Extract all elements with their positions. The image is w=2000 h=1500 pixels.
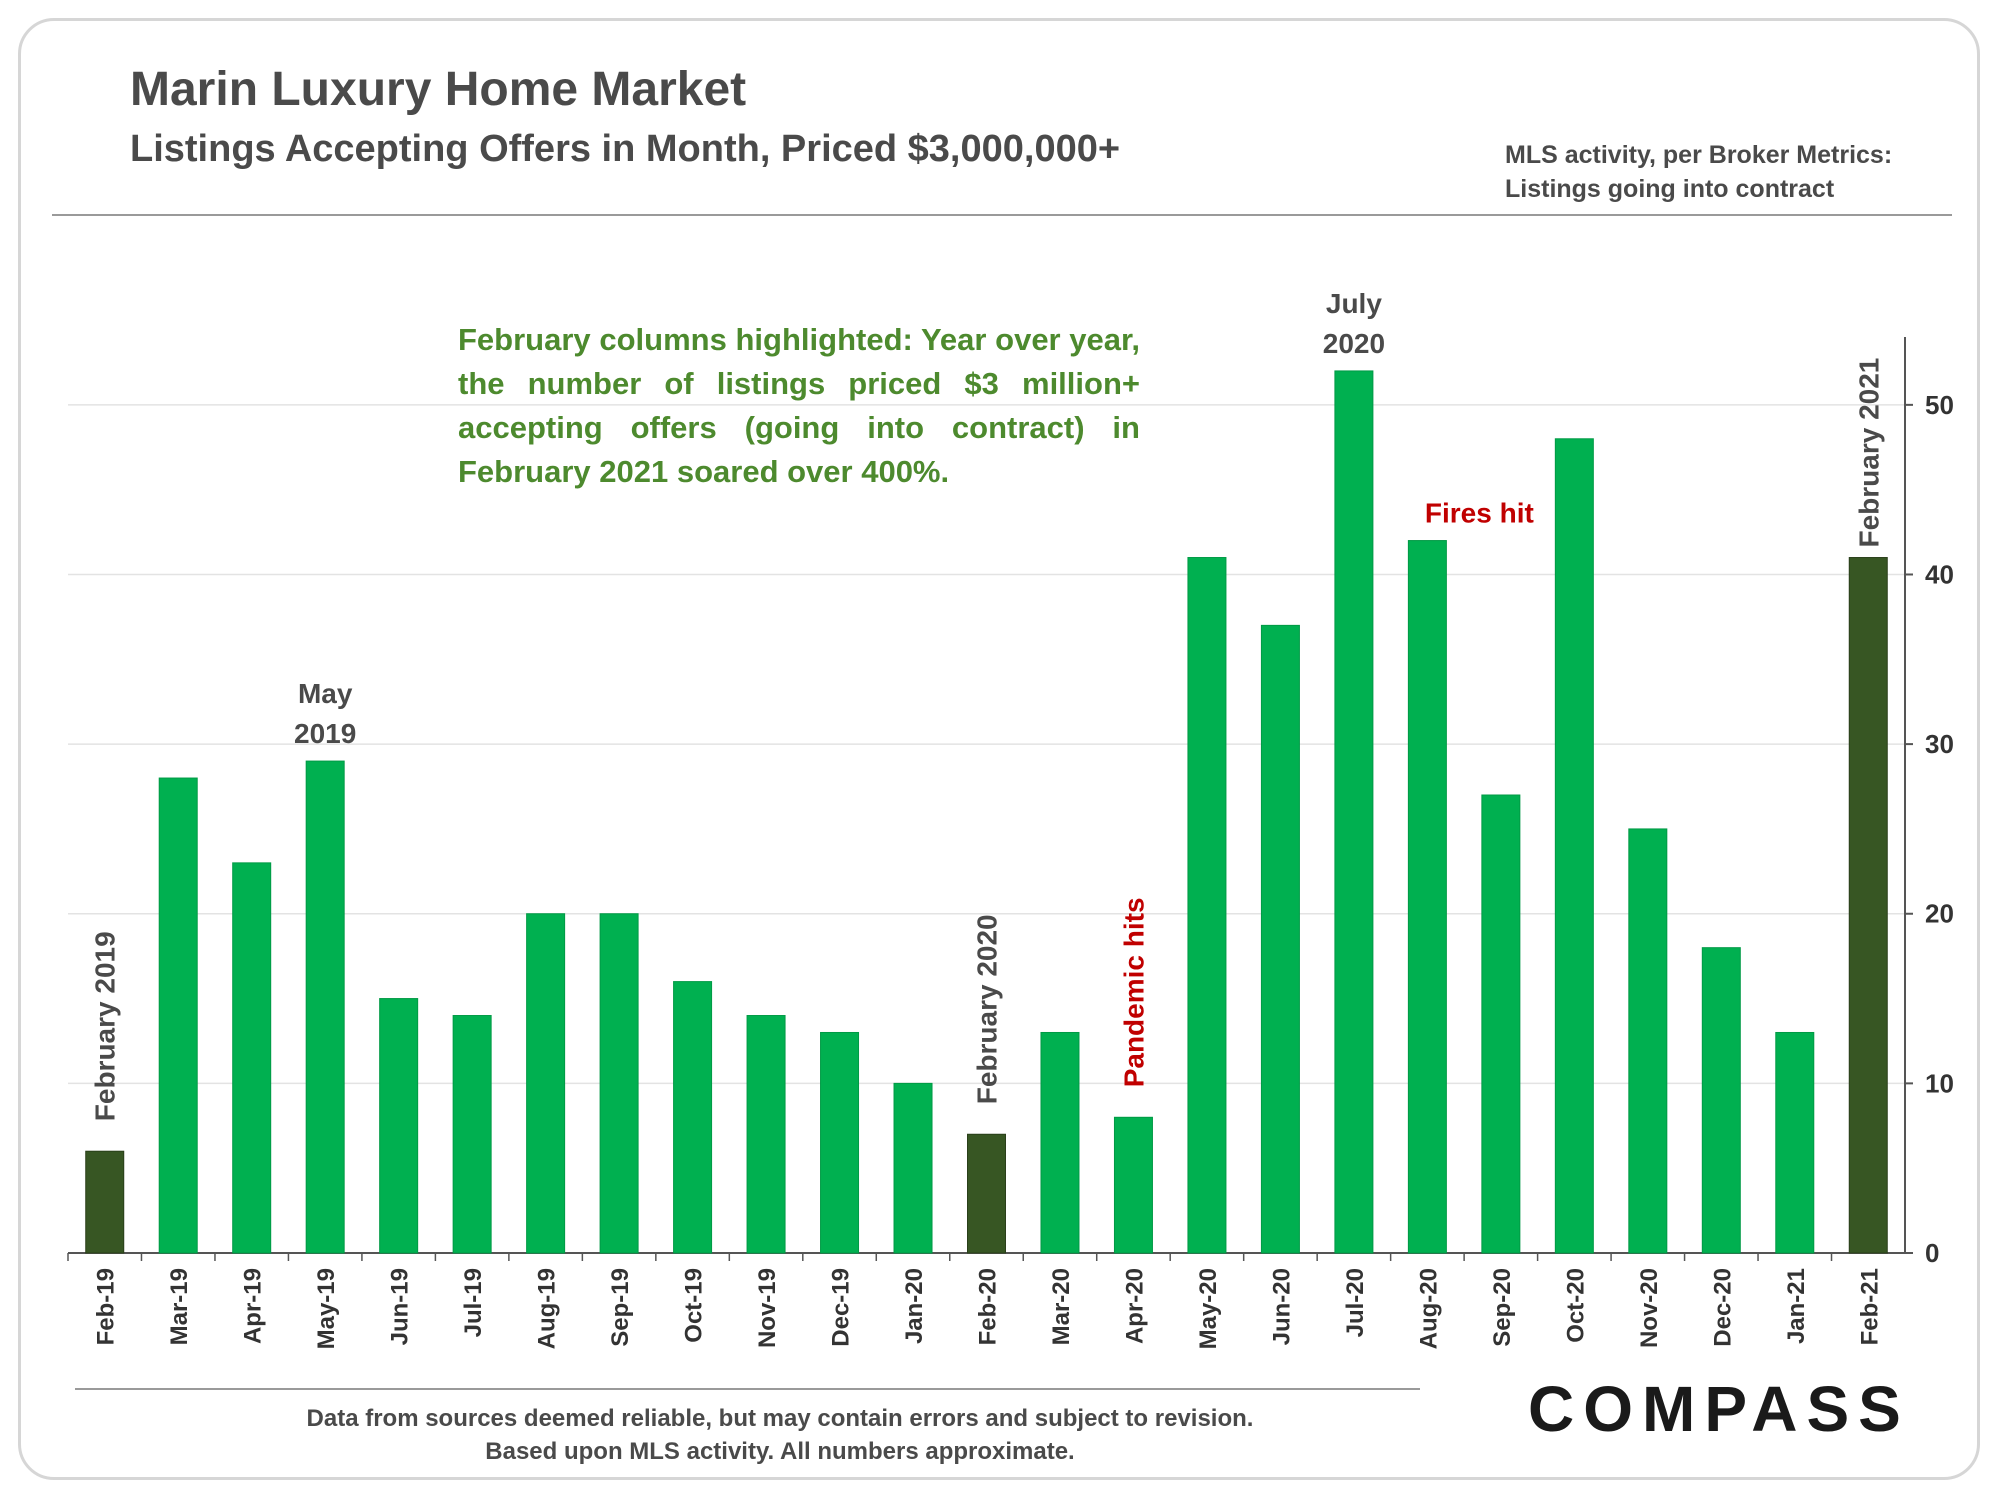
y-tick-label: 10 — [1925, 1068, 1954, 1098]
annotation-apr-20: Pandemic hits — [1118, 897, 1149, 1087]
chart-annotation-text: February columns highlighted: Year over … — [458, 322, 1140, 489]
x-tick-label: Jun-19 — [387, 1268, 414, 1345]
x-tick-label: Aug-20 — [1415, 1268, 1442, 1349]
bar-jun-19 — [379, 998, 419, 1254]
bar-jun-20 — [1260, 624, 1300, 1254]
chart-title: Marin Luxury Home Market — [130, 63, 747, 116]
source-note-line-1: MLS activity, per Broker Metrics: — [1505, 141, 1893, 169]
bar-feb-20 — [967, 1133, 1006, 1254]
x-tick-label: Mar-19 — [166, 1268, 193, 1345]
bar-aug-19 — [526, 913, 566, 1254]
x-tick-label: Jul-20 — [1342, 1268, 1369, 1337]
bar-jan-21 — [1775, 1031, 1815, 1254]
chart-subtitle: Listings Accepting Offers in Month, Pric… — [130, 128, 1121, 170]
bar-aug-20 — [1407, 540, 1447, 1254]
x-tick-label: Sep-20 — [1489, 1268, 1516, 1347]
x-tick-label: Feb-19 — [93, 1268, 120, 1345]
bar-dec-20 — [1701, 947, 1741, 1254]
bar-jul-20 — [1334, 370, 1374, 1254]
bar-dec-19 — [820, 1031, 860, 1254]
y-tick-label: 40 — [1925, 559, 1954, 589]
bar-sep-20 — [1481, 794, 1521, 1254]
footer-divider — [75, 1388, 1420, 1390]
annotation-may-19: May 2019 — [294, 678, 356, 749]
bar-oct-20 — [1554, 438, 1594, 1254]
footer-line-1: Data from sources deemed reliable, but m… — [306, 1405, 1254, 1432]
annotation-jul-20: July 2020 — [1323, 288, 1385, 359]
x-tick-label: Apr-20 — [1121, 1268, 1148, 1344]
annotation-feb-19: February 2019 — [90, 931, 121, 1121]
annotation-feb-20: February 2020 — [972, 914, 1003, 1104]
bar-jan-20 — [893, 1082, 933, 1254]
footer-line-2: Based upon MLS activity. All numbers app… — [485, 1438, 1075, 1465]
x-tick-label: Oct-20 — [1562, 1268, 1589, 1343]
x-tick-label: Nov-19 — [754, 1268, 781, 1348]
annotation-aug-20: Fires hit — [1425, 498, 1534, 529]
x-tick-label: Mar-20 — [1048, 1268, 1075, 1345]
source-note-line-2: Listings going into contract — [1505, 175, 1835, 203]
bar-mar-20 — [1040, 1031, 1080, 1254]
bar-may-20 — [1187, 557, 1227, 1254]
bar-feb-19 — [85, 1150, 125, 1254]
x-tick-label: Jan-21 — [1783, 1268, 1810, 1344]
x-tick-label: Feb-21 — [1856, 1268, 1883, 1345]
x-tick-label: Dec-20 — [1709, 1268, 1736, 1347]
x-tick-label: Apr-19 — [240, 1268, 267, 1344]
x-tick-label: Aug-19 — [534, 1268, 561, 1349]
x-tick-label: May-20 — [1195, 1268, 1222, 1349]
bar-nov-19 — [746, 1015, 786, 1254]
x-tick-label: Jun-20 — [1268, 1268, 1295, 1345]
source-note: MLS activity, per Broker Metrics: Listin… — [1505, 138, 1892, 206]
y-tick-label: 50 — [1925, 390, 1954, 420]
bar-apr-20 — [1113, 1116, 1153, 1254]
y-tick-label: 30 — [1925, 729, 1954, 759]
x-tick-label: Dec-19 — [828, 1268, 855, 1347]
x-tick-label: Sep-19 — [607, 1268, 634, 1347]
y-tick-label: 20 — [1925, 899, 1954, 929]
bar-may-19 — [305, 760, 345, 1254]
x-tick-label: Jan-20 — [901, 1268, 928, 1344]
x-tick-label: Feb-20 — [975, 1268, 1002, 1345]
header-divider — [52, 214, 1952, 216]
bar-mar-19 — [158, 777, 198, 1254]
x-tick-label: Oct-19 — [681, 1268, 708, 1343]
bar-jul-19 — [452, 1015, 492, 1254]
bar-oct-19 — [673, 981, 713, 1254]
bar-nov-20 — [1628, 828, 1668, 1254]
bar-apr-19 — [232, 862, 272, 1254]
footer-disclaimer: Data from sources deemed reliable, but m… — [0, 1402, 1560, 1468]
x-tick-label: Jul-19 — [460, 1268, 487, 1337]
x-tick-label: May-19 — [313, 1268, 340, 1349]
bar-sep-19 — [599, 913, 639, 1254]
annotation-feb-21: February 2021 — [1853, 358, 1884, 548]
y-tick-label: 0 — [1925, 1238, 1939, 1268]
bar-feb-21 — [1848, 557, 1888, 1254]
x-tick-label: Nov-20 — [1636, 1268, 1663, 1348]
compass-logo: COMPASS — [1528, 1373, 1910, 1445]
